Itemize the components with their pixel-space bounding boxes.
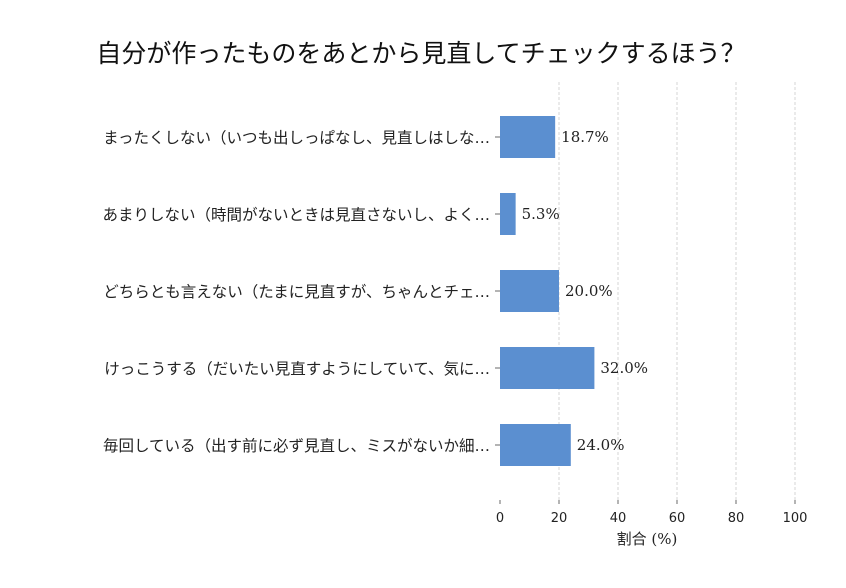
bar-value-label: 20.0% (565, 282, 613, 300)
bar (500, 424, 571, 466)
x-axis-label: 割合 (%) (617, 530, 678, 548)
bar (500, 270, 559, 312)
category-label: どちらとも言えない（たまに見直すが、ちゃんとチェ… (103, 283, 490, 301)
bar (500, 347, 595, 389)
x-tick-label: 60 (669, 511, 686, 526)
x-tick-label: 100 (783, 511, 808, 526)
bar-value-label: 32.0% (600, 359, 648, 377)
bar-value-label: 24.0% (577, 436, 625, 454)
category-label: あまりしない（時間がないときは見直さないし、よく… (102, 206, 490, 224)
x-tick-label: 80 (728, 511, 745, 526)
chart-title: 自分が作ったものをあとから見直してチェックするほう？ (96, 39, 745, 68)
x-tick-label: 0 (496, 511, 504, 526)
category-label: 毎回している（出す前に必ず見直し、ミスがないか細… (103, 437, 490, 455)
bar-value-label: 5.3% (522, 205, 560, 223)
bar (500, 193, 516, 235)
category-label: まったくしない（いつも出しっぱなし、見直しはしな… (103, 129, 490, 147)
bar-value-label: 18.7% (561, 128, 609, 146)
category-label: けっこうする（だいたい見直すようにしていて、気に… (104, 360, 490, 378)
x-tick-label: 20 (551, 511, 568, 526)
x-tick-label: 40 (610, 511, 627, 526)
bar (500, 116, 556, 158)
